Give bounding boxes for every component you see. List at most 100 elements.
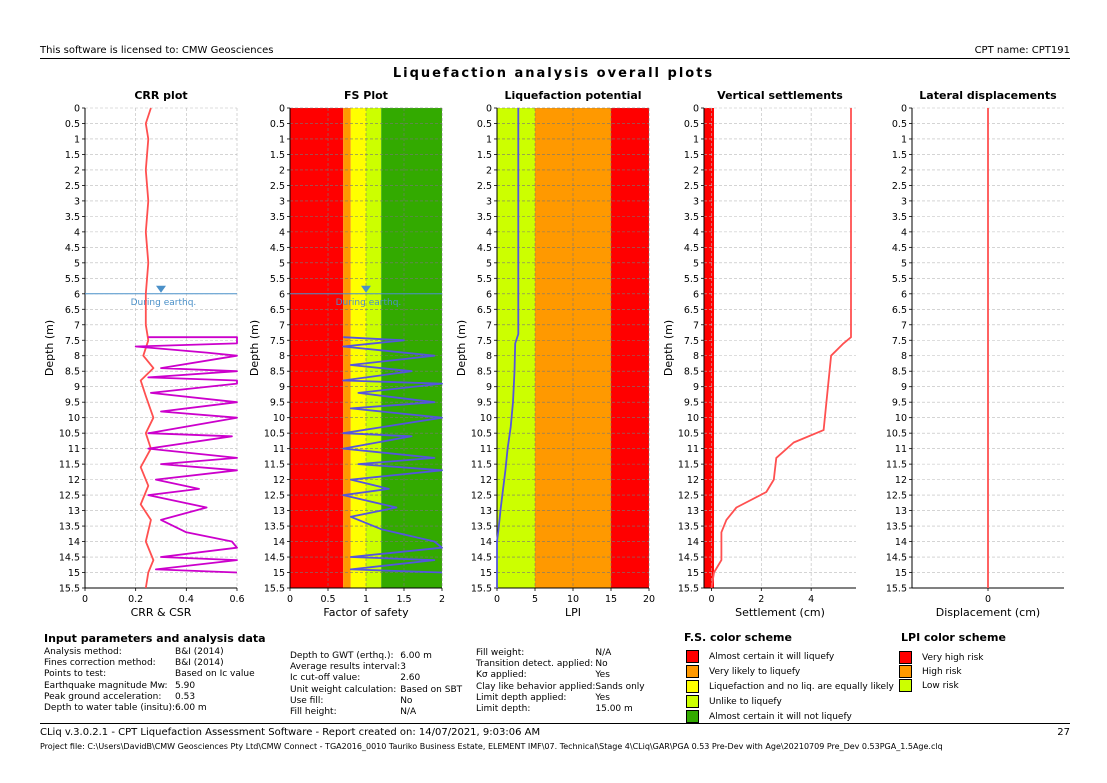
y-tick-label: 11 [68,444,80,455]
param-row: Analysis method: B&I (2014) [44,647,255,658]
y-tick-label: 9.5 [65,398,80,409]
params-table-2: Depth to GWT (erthq.): 6.00 m Average resu… [290,651,462,718]
y-tick-label: 9.5 [477,398,492,409]
y-tick-label: 7.5 [477,336,492,347]
y-tick-label: 8 [693,351,699,362]
x-tick-label: 2 [439,594,445,605]
legend-label: Almost certain it will liquefy [709,651,835,662]
y-tick-label: 3.5 [477,212,492,223]
x-tick-label: 1 [363,594,369,605]
legend-item: Very likely to liquefy [686,665,800,678]
y-tick-label: 4 [901,227,907,238]
y-tick-label: 13.5 [886,522,907,533]
param-row: Fill height: N/A [290,707,462,718]
color-band [343,108,351,588]
y-tick-label: 7 [693,320,699,331]
y-tick-label: 3 [901,196,907,207]
y-tick-label: 3 [486,196,492,207]
y-tick-label: 6 [486,289,492,300]
y-axis-label: Depth (m) [455,320,468,376]
y-tick-label: 10 [895,413,907,424]
color-band [611,108,649,588]
legend-item: Liquefaction and no liq. are equally lik… [686,680,894,693]
param-row: Peak ground acceleration: 0.53 [44,692,255,703]
y-tick-label: 5.5 [684,274,699,285]
y-tick-label: 9.5 [892,398,907,409]
series-line [134,336,238,574]
legend-label: Unlike to liquefy [709,696,782,707]
y-tick-label: 8.5 [270,367,285,378]
param-value: 0.53 [175,691,196,702]
color-band [290,108,344,588]
y-tick-label: 9 [486,382,492,393]
y-tick-label: 5.5 [270,274,285,285]
legend-item: High risk [899,665,962,678]
y-tick-label: 13.5 [264,522,285,533]
y-tick-label: 9 [901,382,907,393]
param-row: Use fill: No [290,696,462,707]
param-label: Fines correction method: [44,658,156,669]
y-tick-label: 3 [74,196,80,207]
y-tick-label: 0.5 [65,119,80,130]
x-axis-label: Settlement (cm) [735,606,825,619]
y-tick-label: 8 [74,351,80,362]
charts-area: 00.511.522.533.544.555.566.577.588.599.5… [43,89,1064,619]
param-value: Sands only [595,681,645,692]
y-tick-label: 4 [279,227,285,238]
param-row: Points to test: Based on Ic value [44,669,255,680]
y-tick-label: 1 [74,134,80,145]
footer-project-file: Project file: C:\Users\DavidB\CMW Geosci… [40,742,943,751]
y-tick-label: 8.5 [477,367,492,378]
legend-label: Low risk [922,680,959,691]
y-tick-label: 1 [901,134,907,145]
param-label: Fill weight: [476,648,525,658]
param-value: N/A [400,707,417,718]
param-value: Based on SBT [400,684,463,695]
y-tick-label: 6 [901,289,907,300]
y-tick-label: 9 [693,382,699,393]
param-row: Fines correction method: B&I (2014) [44,658,255,669]
y-tick-label: 0 [693,104,699,115]
y-tick-label: 13.5 [471,522,492,533]
x-tick-label: 0.6 [229,594,244,605]
param-label: Use fill: [290,695,324,706]
y-tick-label: 4.5 [892,243,907,254]
x-axis-label: Factor of safety [323,606,409,619]
y-tick-label: 11.5 [678,460,699,471]
x-tick-label: 4 [808,594,814,605]
page-number: 27 [1057,727,1070,738]
y-tick-label: 10 [687,413,699,424]
y-tick-label: 6.5 [270,305,285,316]
y-tick-label: 13 [68,506,80,517]
param-label: Kσ applied: [476,670,527,681]
y-tick-label: 6.5 [65,305,80,316]
param-value: 6.00 m [175,703,207,714]
y-tick-label: 15.5 [59,584,80,595]
param-value: No [595,659,608,670]
y-tick-label: 0 [74,104,80,115]
y-tick-label: 0 [279,104,285,115]
param-label: Analysis method: [44,647,122,657]
param-value: Based on Ic value [175,669,255,680]
legend-item: Almost certain it will not liquefy [686,710,852,723]
x-tick-label: 2 [758,594,764,605]
y-tick-label: 15 [480,568,492,579]
y-tick-label: 2.5 [684,181,699,192]
y-tick-label: 1.5 [270,150,285,161]
param-value: 3 [400,662,406,673]
y-tick-label: 14.5 [59,553,80,564]
y-tick-label: 2 [74,165,80,176]
x-tick-label: 20 [643,594,655,605]
y-tick-label: 15.5 [264,584,285,595]
y-tick-label: 8 [901,351,907,362]
y-tick-label: 5.5 [892,274,907,285]
series-line [496,108,520,588]
chart-title: FS Plot [344,89,388,102]
param-value: N/A [595,648,612,658]
param-value: No [400,695,413,706]
y-tick-label: 5 [901,258,907,269]
y-tick-label: 1.5 [684,150,699,161]
y-tick-label: 3.5 [892,212,907,223]
series-line [710,108,852,589]
header-rule [40,58,1070,59]
